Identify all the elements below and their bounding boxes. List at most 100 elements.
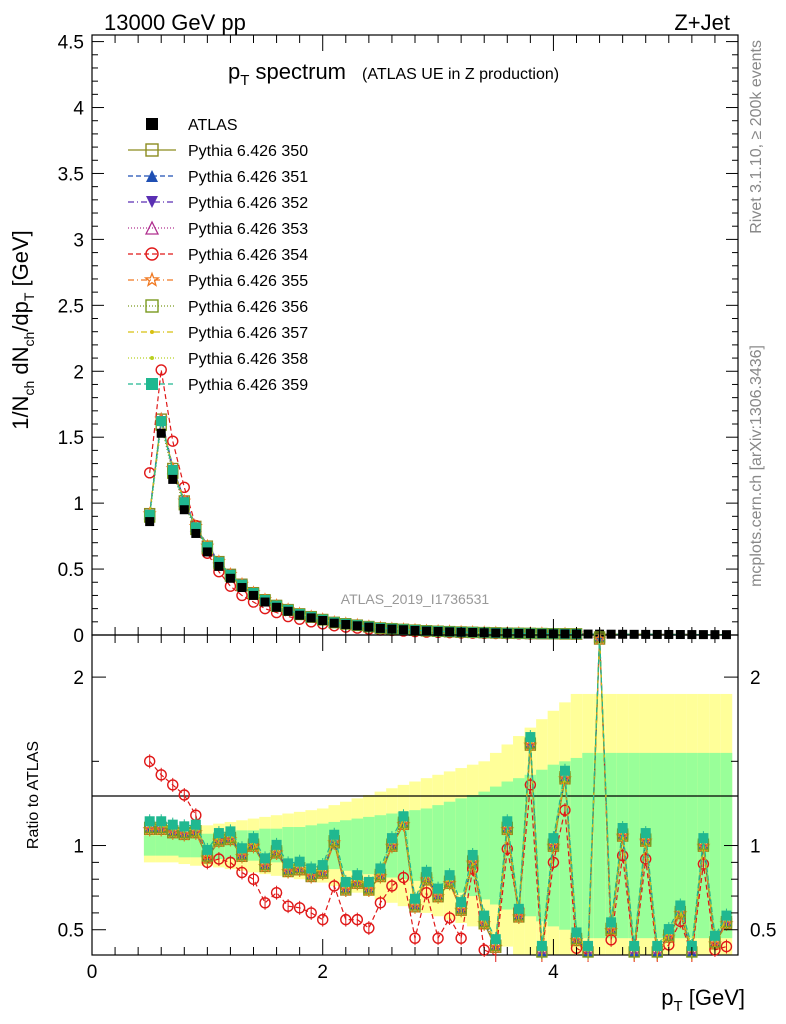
plot-title-note: (ATLAS UE in Z production) — [362, 66, 559, 83]
analysis-watermark: ATLAS_2019_I1736531 — [341, 591, 490, 607]
ratio-green-band — [674, 752, 687, 939]
marker-filled-square — [559, 765, 570, 776]
ylabel-part-4: /dp — [8, 301, 33, 332]
marker-filled-square — [294, 856, 305, 867]
main-ytick-label: 4.5 — [58, 33, 84, 54]
marker-open-circle — [167, 435, 179, 447]
xlabel-p: p — [661, 985, 673, 1010]
marker-open-circle — [616, 849, 629, 862]
marker-small-dot — [150, 356, 154, 360]
marker-filled-square — [179, 505, 189, 515]
main-ytick-label: 1 — [73, 494, 84, 515]
marker-filled-square — [329, 618, 339, 628]
marker-filled-square — [156, 428, 166, 438]
marker-open-circle — [317, 913, 329, 926]
ratio-green-band — [513, 778, 525, 913]
marker-filled-square — [525, 732, 536, 743]
main-ytick-label: 1.5 — [58, 428, 84, 449]
marker-filled-square — [225, 826, 236, 837]
ratio-green-band — [305, 825, 317, 866]
ratio-green-band — [432, 805, 444, 886]
marker-filled-square — [283, 606, 293, 616]
marker-filled-square — [146, 378, 158, 390]
marker-filled-square — [398, 625, 408, 635]
marker-filled-square — [271, 839, 282, 850]
ratio-ylabel: Ratio to ATLAS — [25, 741, 42, 849]
mcplots-label: mcplots.cern.ch [arXiv:1306.3436] — [748, 345, 765, 587]
marker-open-triangle-up — [144, 220, 160, 235]
marker-filled-square — [306, 613, 316, 623]
marker-filled-square — [433, 883, 444, 894]
marker-open-circle — [397, 871, 410, 884]
marker-filled-square — [375, 623, 385, 633]
marker-open-circle — [697, 858, 710, 870]
marker-filled-triangle-down — [146, 196, 158, 208]
marker-filled-square — [422, 626, 432, 636]
marker-filled-square — [306, 863, 317, 874]
marker-open-circle — [455, 932, 467, 944]
ylabel-part-2: dN — [8, 347, 33, 381]
marker-filled-square — [640, 828, 651, 839]
marker-filled-square — [352, 870, 363, 881]
ratio-green-band — [155, 835, 167, 856]
marker-filled-square — [202, 541, 213, 552]
ratio-green-band — [686, 752, 698, 939]
ratio-green-band — [409, 810, 421, 881]
marker-filled-square — [260, 853, 271, 864]
marker-filled-square — [491, 628, 501, 638]
marker-open-circle — [282, 900, 294, 912]
x-tick-label: 2 — [317, 962, 328, 983]
ratio-green-band — [190, 833, 202, 858]
legend-entry: Pythia 6.426 354 — [128, 247, 308, 264]
marker-filled-square — [237, 583, 247, 593]
main-panel: 00.511.522.533.544.5 pT spectrum (ATLAS … — [8, 33, 739, 647]
ylabel-part-1: ch — [21, 381, 37, 396]
main-data-layer — [145, 428, 731, 640]
marker-open-circle — [259, 897, 271, 909]
legend-entry: Pythia 6.426 356 — [128, 299, 308, 316]
marker-filled-square — [329, 829, 340, 840]
marker-filled-square — [652, 940, 663, 951]
legend-label: Pythia 6.426 354 — [188, 247, 308, 264]
ratio-green-band — [293, 827, 306, 865]
marker-filled-square — [191, 528, 201, 538]
marker-small-dot — [150, 330, 154, 334]
marker-open-circle — [293, 902, 306, 914]
ratio-green-band — [651, 752, 664, 939]
ratio-ytick-label: 1 — [73, 837, 84, 858]
ylabel-part-6: [GeV] — [8, 230, 33, 292]
ratio-ytick-label-right: 0.5 — [750, 921, 776, 942]
legend-entry: Pythia 6.426 352 — [128, 195, 308, 212]
marker-filled-square — [513, 903, 524, 914]
legend-label: Pythia 6.426 357 — [188, 325, 308, 342]
marker-filled-square — [456, 897, 467, 908]
marker-open-circle — [720, 940, 733, 953]
main-ytick-label: 4 — [73, 99, 84, 120]
legend-entry: Pythia 6.426 350 — [128, 143, 308, 160]
legend-label: Pythia 6.426 352 — [188, 195, 308, 212]
marker-filled-square — [272, 602, 282, 612]
main-ytick-label: 2 — [73, 362, 84, 383]
header-left-label: 13000 GeV pp — [104, 10, 246, 35]
legend-label: Pythia 6.426 356 — [188, 299, 308, 316]
ylabel-part-3: ch — [21, 332, 37, 347]
marker-filled-square — [444, 870, 455, 881]
marker-filled-square — [144, 816, 155, 827]
ratio-series-layer — [142, 628, 734, 962]
ratio-bands-layer — [143, 693, 733, 955]
marker-filled-square — [146, 118, 158, 130]
marker-filled-square — [190, 522, 201, 533]
marker-filled-square — [490, 934, 501, 945]
ratio-green-band — [570, 757, 583, 934]
marker-filled-square — [479, 910, 490, 921]
title-sub: T — [240, 72, 249, 89]
marker-filled-square — [386, 833, 397, 844]
marker-filled-square — [410, 893, 420, 904]
marker-filled-square — [583, 940, 594, 951]
marker-filled-square — [295, 610, 305, 620]
ratio-green-band — [178, 833, 191, 858]
marker-open-circle — [167, 779, 179, 791]
marker-filled-square — [283, 858, 294, 869]
marker-open-circle — [155, 769, 167, 781]
